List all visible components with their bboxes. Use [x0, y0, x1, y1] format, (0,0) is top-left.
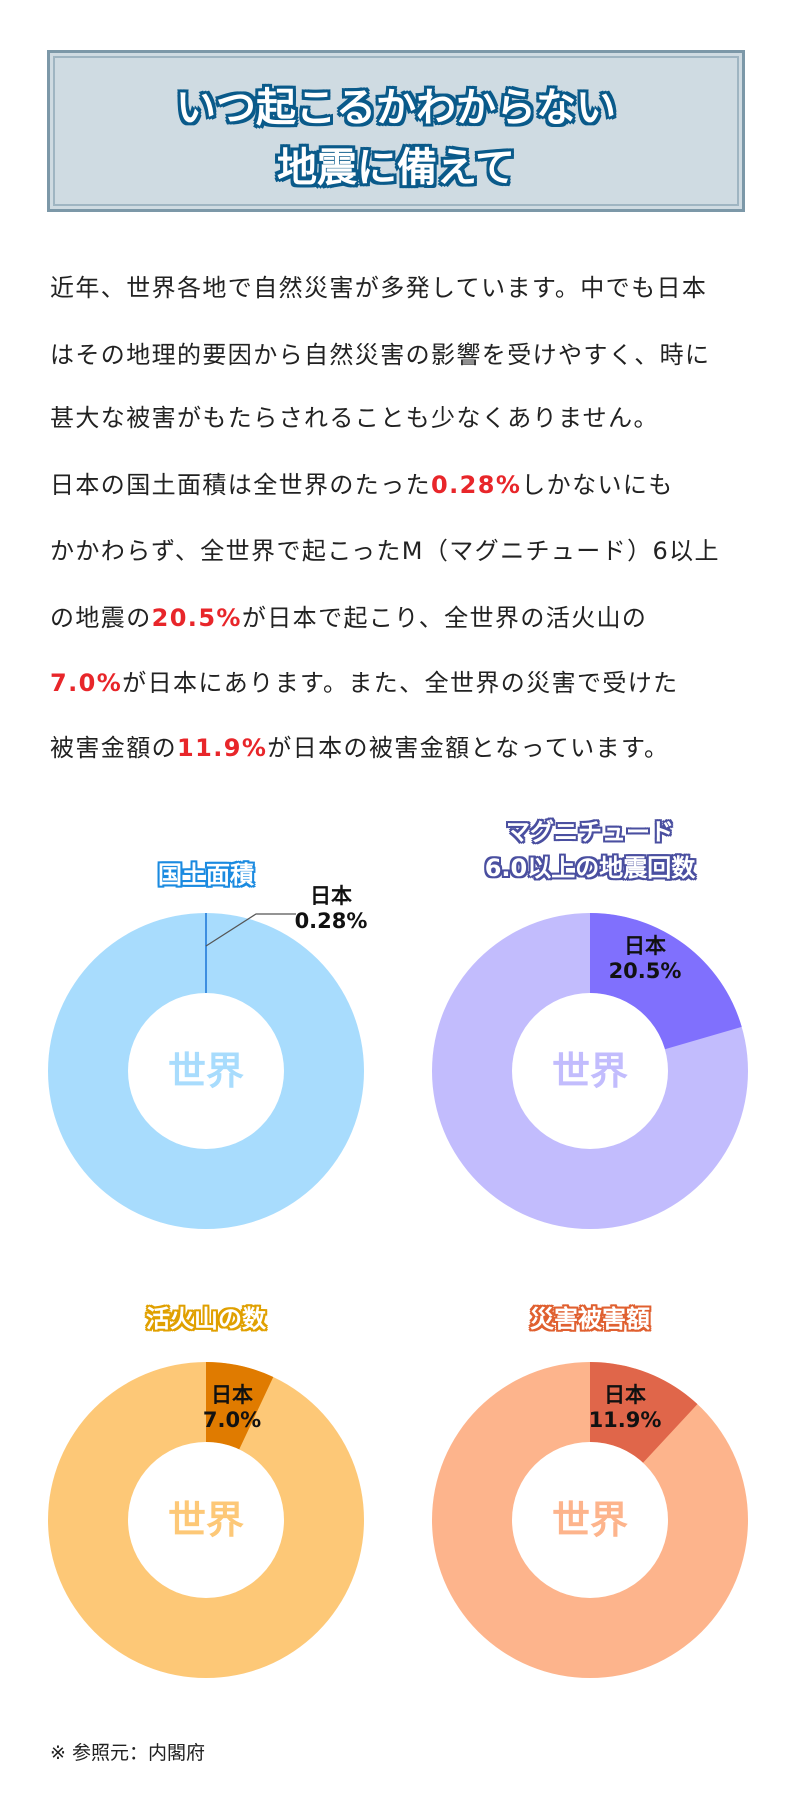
center-label-world: 世界	[168, 1498, 244, 1542]
japan-label: 日本	[624, 934, 666, 958]
japan-value-label: 11.9%	[589, 1408, 662, 1432]
text-segment: が日本の被害金額となっています。	[267, 734, 670, 762]
paragraph-line: 日本の国土面積は全世界のたった0.28%しかないにも	[50, 465, 760, 500]
japan-value-label: 20.5%	[609, 959, 682, 983]
text-segment: 近年、世界各地で自然災害が多発しています。中でも日本	[50, 274, 708, 302]
text-segment: 被害金額の	[50, 734, 177, 762]
chart-title: 災害被害額	[530, 1305, 650, 1333]
highlight-stat: 0.28%	[431, 471, 522, 499]
highlight-stat: 20.5%	[151, 604, 242, 632]
text-segment: の地震の	[50, 604, 152, 632]
text-segment: が日本にあります。また、全世界の災害で受けた	[122, 669, 679, 697]
text-segment: かかわらず、全世界で起こったM（マグニチュード）6以上	[50, 537, 720, 565]
footnote: ※ 参照元：内閣府	[50, 1742, 205, 1764]
center-label-world: 世界	[552, 1049, 628, 1093]
title-line-2: 地震に備えて	[277, 145, 515, 191]
japan-label: 日本	[310, 884, 352, 908]
slice-japan	[590, 913, 742, 1050]
chart-title: 国土面積	[158, 861, 254, 889]
chart-title: 活火山の数	[146, 1305, 266, 1333]
leader-line	[205, 913, 296, 947]
paragraph-line: 7.0%が日本にあります。また、全世界の災害で受けた	[50, 663, 760, 698]
title-line-1: いつ起こるかわからない	[176, 85, 616, 131]
japan-value-label: 0.28%	[295, 909, 368, 933]
paragraph-line: 被害金額の11.9%が日本の被害金額となっています。	[50, 728, 760, 763]
center-label-world: 世界	[552, 1498, 628, 1542]
chart-title: 6.0以上の地震回数	[484, 854, 696, 882]
slice-japan	[590, 1362, 698, 1463]
highlight-stat: 7.0%	[50, 669, 123, 697]
center-label-world: 世界	[168, 1049, 244, 1093]
slice-japan	[206, 1362, 274, 1450]
paragraph-line: の地震の20.5%が日本で起こり、全世界の活火山の	[50, 598, 760, 633]
text-segment: 日本の国土面積は全世界のたった	[50, 471, 431, 499]
text-segment: しかないにも	[521, 471, 674, 499]
highlight-stat: 11.9%	[177, 734, 268, 762]
title-banner: いつ起こるかわからない 地震に備えて	[47, 50, 745, 212]
paragraph-line: 甚大な被害がもたらされることも少なくありません。	[50, 398, 760, 433]
japan-label: 日本	[211, 1383, 253, 1407]
text-segment: 甚大な被害がもたらされることも少なくありません。	[50, 404, 659, 432]
paragraph-line: 近年、世界各地で自然災害が多発しています。中でも日本	[50, 268, 760, 303]
japan-value-label: 7.0%	[203, 1408, 261, 1432]
text-segment: が日本で起こり、全世界の活火山の	[241, 604, 648, 632]
text-segment: はその地理的要因から自然災害の影響を受けやすく、時に	[50, 341, 711, 369]
japan-label: 日本	[604, 1383, 646, 1407]
chart-title: マグニチュード	[506, 818, 674, 846]
paragraph-line: かかわらず、全世界で起こったM（マグニチュード）6以上	[50, 531, 760, 566]
paragraph-line: はその地理的要因から自然災害の影響を受けやすく、時に	[50, 335, 760, 370]
